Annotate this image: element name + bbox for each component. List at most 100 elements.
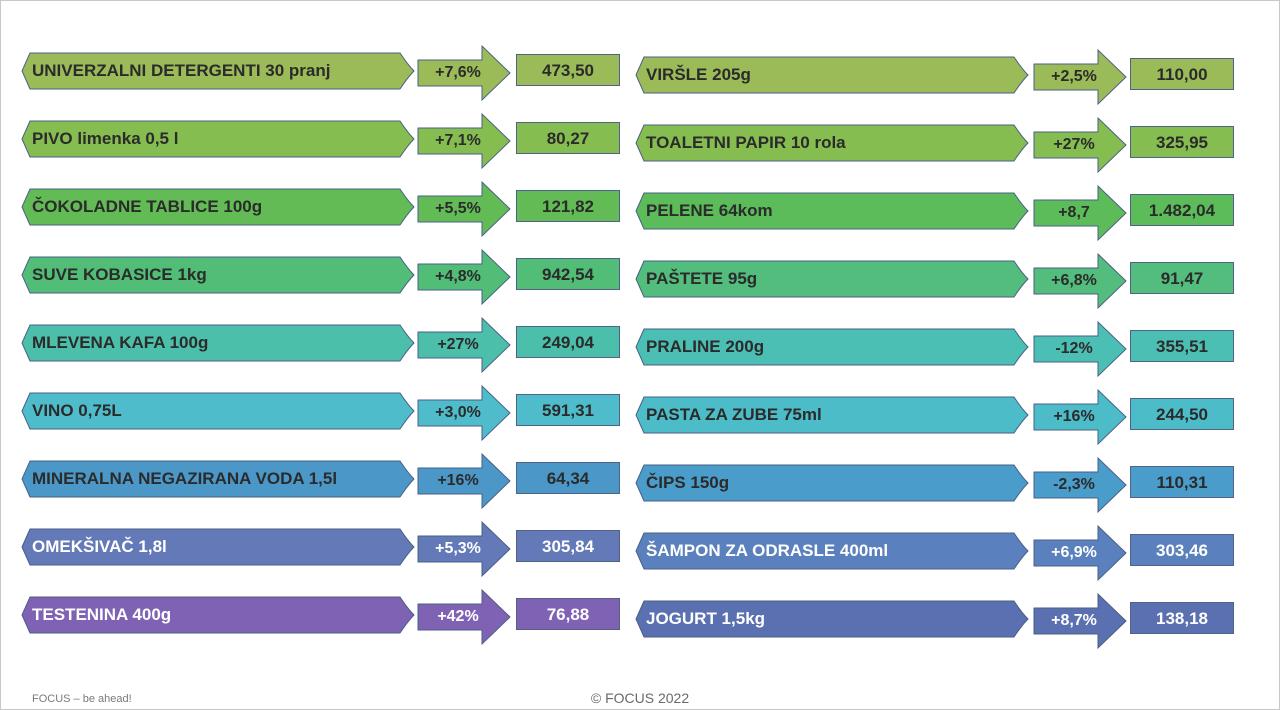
arrow-up-right-icon — [417, 316, 511, 374]
arrow-up-right-icon — [1033, 524, 1127, 582]
product-label: PASTA ZA ZUBE 75ml — [635, 396, 1029, 434]
price-change-arrow: +4,8% — [417, 248, 511, 306]
label-banner-shape — [21, 392, 415, 430]
footer-tagline: FOCUS – be ahead! — [32, 693, 132, 705]
product-row: VIRŠLE 205g +2,5% 110,00 — [0, 48, 1280, 106]
price-change-arrow: +42% — [417, 588, 511, 646]
price-change-arrow: +16% — [1033, 388, 1127, 446]
label-banner-shape — [635, 56, 1029, 94]
arrow-up-right-icon — [1033, 592, 1127, 650]
arrow-up-right-icon — [417, 384, 511, 442]
arrow-up-right-icon — [417, 44, 511, 102]
label-banner-shape — [21, 528, 415, 566]
product-row: PRALINE 200g -12% 355,51 — [0, 320, 1280, 378]
price-change-arrow: +5,3% — [417, 520, 511, 578]
product-row: TOALETNI PAPIR 10 rola +27% 325,95 — [0, 116, 1280, 174]
arrow-up-right-icon — [417, 180, 511, 238]
price-value: 110,00 — [1130, 58, 1234, 90]
price-change-value: +42% — [437, 608, 479, 625]
product-name: OMEKŠIVAČ 1,8l — [32, 537, 167, 556]
product-label: MLEVENA KAFA 100g — [21, 324, 415, 362]
label-banner-shape — [21, 596, 415, 634]
price-value: 64,34 — [516, 462, 620, 494]
label-banner-shape — [635, 192, 1029, 230]
label-banner-shape — [635, 532, 1029, 570]
product-label: MINERALNA NEGAZIRANA VODA 1,5l — [21, 460, 415, 498]
product-label: OMEKŠIVAČ 1,8l — [21, 528, 415, 566]
price-change-value: +7,6% — [435, 64, 481, 81]
product-name: ČIPS 150g — [646, 473, 730, 492]
price-change-value: +2,5% — [1051, 68, 1097, 85]
product-row: JOGURT 1,5kg +8,7% 138,18 — [0, 592, 1280, 650]
arrow-up-right-icon — [417, 112, 511, 170]
product-row: ČIPS 150g -2,3% 110,31 — [0, 456, 1280, 514]
label-banner-shape — [21, 120, 415, 158]
price-value: 121,82 — [516, 190, 620, 222]
price-change-value: +4,8% — [435, 268, 481, 285]
price-change-value: +27% — [1053, 136, 1095, 153]
price-change-arrow: +8,7 — [1033, 184, 1127, 242]
product-name: PRALINE 200g — [646, 337, 765, 356]
product-name: PELENE 64kom — [646, 201, 773, 220]
product-row: SUVE KOBASICE 1kg +4,8% 942,54 — [0, 248, 1280, 306]
product-label: PELENE 64kom — [635, 192, 1029, 230]
product-label: TOALETNI PAPIR 10 rola — [635, 124, 1029, 162]
price-value: 76,88 — [516, 598, 620, 630]
price-change-value: +8,7% — [1051, 612, 1097, 629]
price-change-value: -12% — [1055, 340, 1093, 357]
product-name: ČOKOLADNE TABLICE 100g — [32, 197, 263, 216]
label-banner-shape — [635, 124, 1029, 162]
arrow-up-right-icon — [1033, 388, 1127, 446]
product-label: SUVE KOBASICE 1kg — [21, 256, 415, 294]
product-row: PAŠTETE 95g +6,8% 91,47 — [0, 252, 1280, 310]
price-change-value: +8,7 — [1058, 204, 1090, 221]
product-name: ŠAMPON ZA ODRASLE 400ml — [646, 541, 889, 560]
price-value: 473,50 — [516, 54, 620, 86]
product-name: TOALETNI PAPIR 10 rola — [646, 133, 846, 152]
price-value: 942,54 — [516, 258, 620, 290]
product-label: ČOKOLADNE TABLICE 100g — [21, 188, 415, 226]
label-banner-shape — [635, 328, 1029, 366]
price-change-arrow: +7,6% — [417, 44, 511, 102]
label-banner-shape — [635, 600, 1029, 638]
price-change-arrow: +16% — [417, 452, 511, 510]
price-change-arrow: +8,7% — [1033, 592, 1127, 650]
price-change-arrow: +27% — [1033, 116, 1127, 174]
price-change-arrow: -12% — [1033, 320, 1127, 378]
product-name: PASTA ZA ZUBE 75ml — [646, 405, 822, 424]
product-row: VINO 0,75L +3,0% 591,31 — [0, 384, 1280, 442]
product-row: ŠAMPON ZA ODRASLE 400ml +6,9% 303,46 — [0, 524, 1280, 582]
product-label: ŠAMPON ZA ODRASLE 400ml — [635, 532, 1029, 570]
price-change-value: +6,8% — [1051, 272, 1097, 289]
price-change-arrow: +27% — [417, 316, 511, 374]
arrow-up-right-icon — [1033, 48, 1127, 106]
price-change-arrow: +6,8% — [1033, 252, 1127, 310]
price-change-arrow: +2,5% — [1033, 48, 1127, 106]
price-change-value: -2,3% — [1053, 476, 1095, 493]
product-name: MLEVENA KAFA 100g — [32, 333, 209, 352]
product-row: MINERALNA NEGAZIRANA VODA 1,5l +16% 64,34 — [0, 452, 1280, 510]
price-change-arrow: +6,9% — [1033, 524, 1127, 582]
product-label: PAŠTETE 95g — [635, 260, 1029, 298]
product-label: VINO 0,75L — [21, 392, 415, 430]
label-banner-shape — [21, 324, 415, 362]
product-label: VIRŠLE 205g — [635, 56, 1029, 94]
product-row: UNIVERZALNI DETERGENTI 30 pranj +7,6% 473,… — [0, 44, 1280, 102]
price-change-value: +16% — [1053, 408, 1095, 425]
price-value: 110,31 — [1130, 466, 1234, 498]
price-change-value: +27% — [437, 336, 479, 353]
label-banner-shape — [21, 256, 415, 294]
price-value: 591,31 — [516, 394, 620, 426]
product-label: ČIPS 150g — [635, 464, 1029, 502]
price-value: 80,27 — [516, 122, 620, 154]
arrow-up-right-icon — [1033, 116, 1127, 174]
price-change-value: +3,0% — [435, 404, 481, 421]
price-change-value: +16% — [437, 472, 479, 489]
label-banner-shape — [21, 188, 415, 226]
price-change-value: +6,9% — [1051, 544, 1097, 561]
product-name: VIRŠLE 205g — [646, 65, 751, 84]
product-row: PIVO limenka 0,5 l +7,1% 80,27 — [0, 112, 1280, 170]
product-row: TESTENINA 400g +42% 76,88 — [0, 588, 1280, 646]
price-change-value: +5,3% — [435, 540, 481, 557]
label-banner-shape — [635, 396, 1029, 434]
